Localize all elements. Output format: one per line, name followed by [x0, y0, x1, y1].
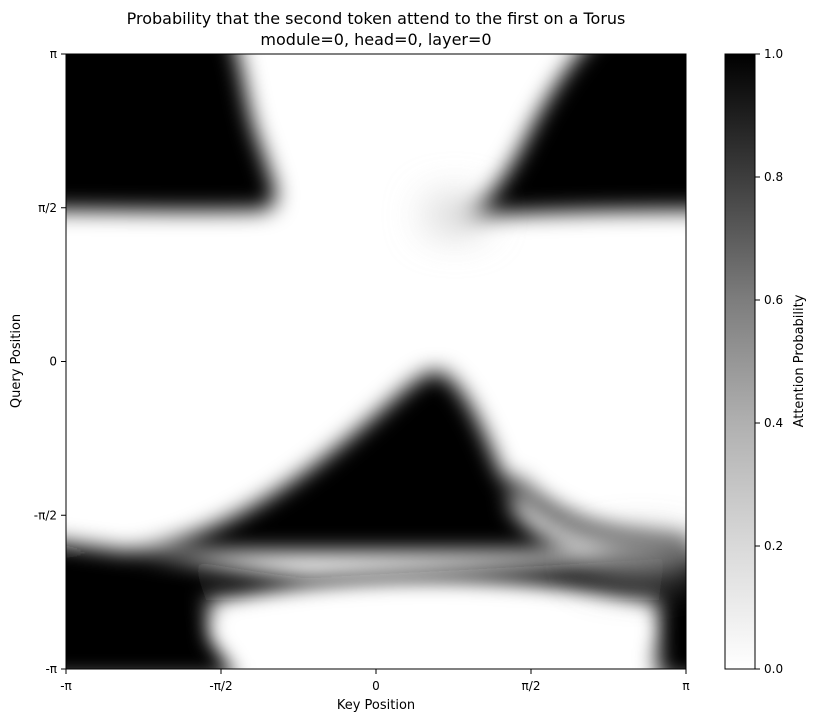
region-center-core	[230, 383, 600, 552]
x-axis-label: Key Position	[337, 698, 415, 713]
region-bottom-right	[656, 560, 686, 669]
heatmap	[66, 54, 686, 669]
y-tick-label: -π/2	[34, 508, 57, 522]
colorbar-tick-label: 0.0	[764, 662, 783, 676]
x-tick-label: -π	[60, 679, 72, 693]
colorbar-tick-label: 1.0	[764, 47, 783, 61]
chart-title: Probability that the second token attend…	[127, 9, 626, 28]
colorbar: 0.0 0.2 0.4 0.6 0.8 1.0 Attention Probability	[724, 47, 807, 676]
colorbar-tick-label: 0.8	[764, 170, 783, 184]
region-bottom-left	[66, 560, 230, 669]
x-tick-label: π	[682, 679, 689, 693]
y-tick-label: π	[50, 47, 57, 61]
y-tick-label: π/2	[38, 201, 57, 215]
colorbar-tick-label: 0.2	[764, 539, 783, 553]
x-tick-label: π/2	[522, 679, 541, 693]
region-bottom-white	[210, 580, 650, 669]
colorbar-axis: 0.0 0.2 0.4 0.6 0.8 1.0	[755, 47, 783, 676]
colorbar-tick-label: 0.4	[764, 416, 783, 430]
x-tick-label: 0	[372, 679, 380, 693]
region-top-left	[66, 54, 276, 211]
y-tick-label: -π	[45, 662, 57, 676]
x-axis: -π -π/2 0 π/2 π	[60, 669, 690, 693]
colorbar-gradient	[724, 53, 756, 670]
chart-subtitle: module=0, head=0, layer=0	[260, 30, 491, 49]
y-axis-label: Query Position	[9, 314, 24, 408]
colorbar-label: Attention Probability	[792, 294, 807, 427]
y-axis: -π -π/2 0 π/2 π	[34, 47, 66, 676]
region-gray-lower-right	[580, 540, 686, 580]
colorbar-tick-label: 0.6	[764, 293, 783, 307]
region-gray-upper-center	[425, 197, 485, 233]
x-tick-label: -π/2	[209, 679, 232, 693]
y-tick-label: 0	[49, 355, 57, 369]
region-top-right	[455, 54, 686, 218]
